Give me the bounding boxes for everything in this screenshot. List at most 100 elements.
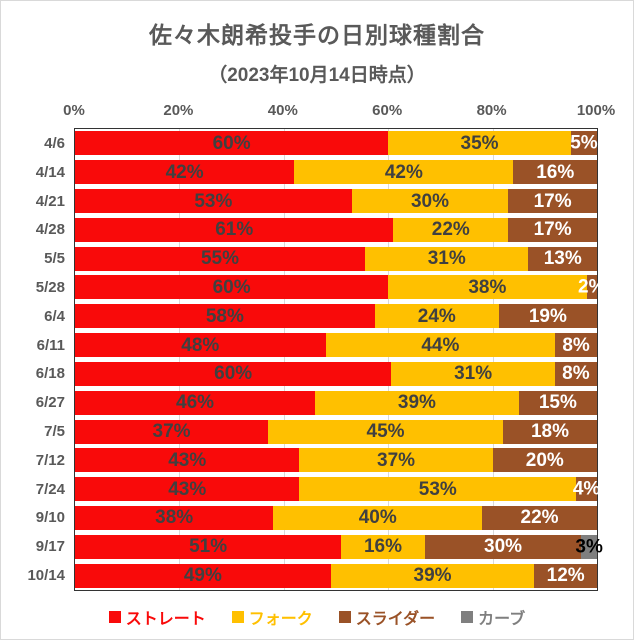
bar-segment-label: 22% — [520, 507, 559, 529]
bar-segment-label: 19% — [528, 305, 567, 327]
bar-segment: 53% — [75, 189, 352, 214]
bar-segment-label: 12% — [546, 565, 585, 587]
bar-segment-label: 16% — [536, 161, 575, 183]
y-axis-label: 6/4 — [44, 307, 65, 325]
bar-segment-label: 38% — [468, 276, 507, 298]
bar-segment: 4% — [572, 477, 601, 502]
bar-segment-label: 42% — [165, 161, 204, 183]
bar-segment-label: 51% — [189, 536, 228, 558]
gridline — [388, 129, 390, 590]
bar-segment: 35% — [388, 131, 571, 156]
x-axis-tick: 40% — [267, 102, 298, 119]
bar-segment-label: 49% — [183, 565, 222, 587]
y-axis-label: 9/10 — [35, 509, 65, 527]
gridline — [492, 129, 494, 590]
y-axis-label: 4/21 — [35, 192, 65, 210]
bar-segment-label: 42% — [384, 161, 423, 183]
bar-track: 42% 42% 16% — [75, 160, 597, 185]
bar-track: 60% 38% 2% — [75, 275, 606, 300]
bar-segment-label: 5% — [570, 132, 598, 154]
bar-segment-label: 22% — [431, 219, 470, 241]
bar-segment: 42% — [294, 160, 514, 185]
bar-segment: 16% — [513, 160, 597, 185]
bar-segment-label: 37% — [152, 421, 191, 443]
bar-segment-label: 17% — [533, 219, 572, 241]
bar-segment: 61% — [75, 217, 394, 242]
bar-segment-label: 31% — [454, 363, 493, 385]
bar-track: 49% 39% 12% — [75, 563, 597, 588]
bar-row: 4/6 60% 35% 5% — [44, 129, 598, 158]
bar-segment-label: 35% — [460, 132, 499, 154]
bar-segment-label: 4% — [572, 478, 601, 500]
x-axis-tick: 100% — [576, 102, 616, 119]
bar-segment: 60% — [75, 275, 389, 300]
y-axis-label: 7/5 — [44, 423, 65, 441]
bar-track: 43% 53% 4% — [75, 477, 601, 502]
bar-segment-label: 37% — [377, 449, 416, 471]
legend-swatch — [108, 611, 121, 623]
bar-track: 43% 37% 20% — [75, 448, 597, 473]
bar-segment: 60% — [75, 361, 392, 386]
bar-segment: 37% — [75, 419, 269, 444]
bar-track: 48% 44% 8% — [75, 333, 597, 358]
bar-rows: 4/6 60% 35% 5% 4/14 42% 42% 16% 4/21 53% 30% 17% 4/2… — [27, 129, 606, 590]
bar-segment: 24% — [374, 304, 499, 329]
gridline — [179, 129, 181, 590]
y-axis-label: 10/14 — [27, 567, 65, 585]
bar-segment-label: 15% — [538, 392, 577, 414]
bar-segment: 49% — [75, 563, 331, 588]
bar-segment-label: 8% — [562, 334, 590, 356]
bar-segment-label: 53% — [418, 478, 457, 500]
bar-segment-label: 58% — [205, 305, 244, 327]
legend-label: フォーク — [248, 611, 313, 628]
bar-segment: 31% — [365, 246, 529, 271]
bar-segment-label: 43% — [168, 449, 207, 471]
bar-row: 10/14 49% 39% 12% — [27, 561, 597, 590]
legend-label: スライダー — [355, 611, 436, 628]
legend: ストレート フォーク スライダー カーブ — [1, 605, 633, 629]
legend-item: フォーク — [231, 605, 313, 629]
bar-segment: 39% — [330, 563, 535, 588]
bar-segment-label: 60% — [212, 276, 251, 298]
bar-segment: 18% — [503, 419, 597, 444]
bar-segment: 13% — [528, 246, 597, 271]
bar-track: 37% 45% 18% — [75, 419, 597, 444]
bar-segment-label: 31% — [427, 248, 466, 270]
bar-segment: 53% — [299, 477, 577, 502]
legend-item: ストレート — [108, 605, 206, 629]
bar-row: 9/10 38% 40% 22% — [36, 504, 597, 533]
bar-segment: 58% — [75, 304, 375, 329]
bar-row: 6/18 60% 31% 8% — [36, 360, 597, 389]
y-axis-label: 5/28 — [35, 278, 65, 296]
bar-segment-label: 60% — [212, 132, 251, 154]
bar-segment-label: 20% — [525, 449, 564, 471]
bar-row: 7/5 37% 45% 18% — [44, 417, 597, 446]
bar-segment: 40% — [273, 505, 483, 530]
bar-row: 4/14 42% 42% 16% — [36, 158, 597, 187]
bar-track: 58% 24% 19% — [75, 304, 597, 329]
bar-segment: 30% — [424, 534, 582, 559]
bar-segment: 43% — [75, 477, 300, 502]
bar-segment-label: 38% — [155, 507, 194, 529]
bar-segment-label: 40% — [358, 507, 397, 529]
bar-segment-label: 39% — [397, 392, 436, 414]
chart-title: 佐々木朗希投手の日別球種割合 — [149, 22, 485, 48]
bar-segment: 38% — [388, 275, 587, 300]
bar-segment-label: 55% — [200, 248, 240, 270]
bar-segment: 38% — [75, 505, 274, 530]
plot-area: 4/6 60% 35% 5% 4/14 42% 42% 16% 4/21 53% 30% 17% 4/2… — [27, 128, 606, 591]
bar-segment-label: 18% — [530, 421, 569, 443]
y-axis-label: 9/17 — [35, 538, 65, 556]
bar-segment: 22% — [482, 505, 597, 530]
bar-segment-label: 44% — [421, 334, 460, 356]
x-axis-tick: 0% — [63, 102, 85, 119]
bar-segment-label: 43% — [168, 478, 207, 500]
bar-segment-label: 39% — [413, 565, 452, 587]
y-axis-label: 4/14 — [35, 163, 65, 181]
x-axis: 0% 20% 40% 60% 80% 100% — [63, 102, 615, 122]
bar-segment-label: 24% — [417, 305, 456, 327]
legend-label: ストレート — [125, 611, 206, 628]
bar-segment: 2% — [578, 275, 606, 300]
bar-segment: 17% — [508, 189, 597, 214]
